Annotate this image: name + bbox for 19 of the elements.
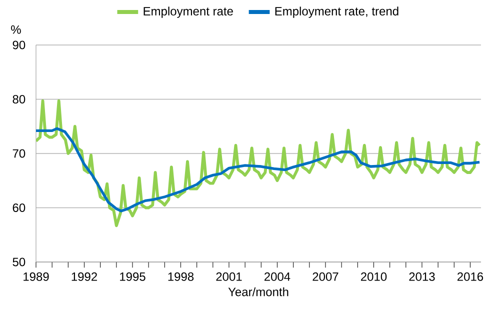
y-tick-label: 90	[12, 40, 26, 50]
y-axis-title: %	[11, 25, 21, 34]
x-tick-label: 2013	[409, 272, 435, 281]
x-tick-label: 2004	[264, 272, 290, 281]
y-tick-label: 50	[12, 258, 26, 266]
legend-label: Employment rate, trend	[275, 6, 398, 18]
legend-label: Employment rate	[144, 6, 233, 18]
x-tick-label: 1998	[168, 272, 194, 281]
x-tick-label: 1995	[120, 272, 146, 281]
x-axis-title: Year/month	[228, 287, 288, 296]
y-tick-label: 70	[12, 149, 26, 158]
x-tick-label: 2001	[216, 272, 242, 281]
x-tick-label: 2016	[457, 272, 484, 281]
x-tick-label: 1992	[72, 272, 97, 281]
x-tick-label: 1989	[24, 272, 49, 281]
x-tick-label: 2007	[312, 272, 338, 281]
x-tick-label: 2010	[360, 272, 387, 281]
y-tick-label: 60	[12, 203, 26, 212]
y-tick-label: 80	[12, 94, 26, 104]
